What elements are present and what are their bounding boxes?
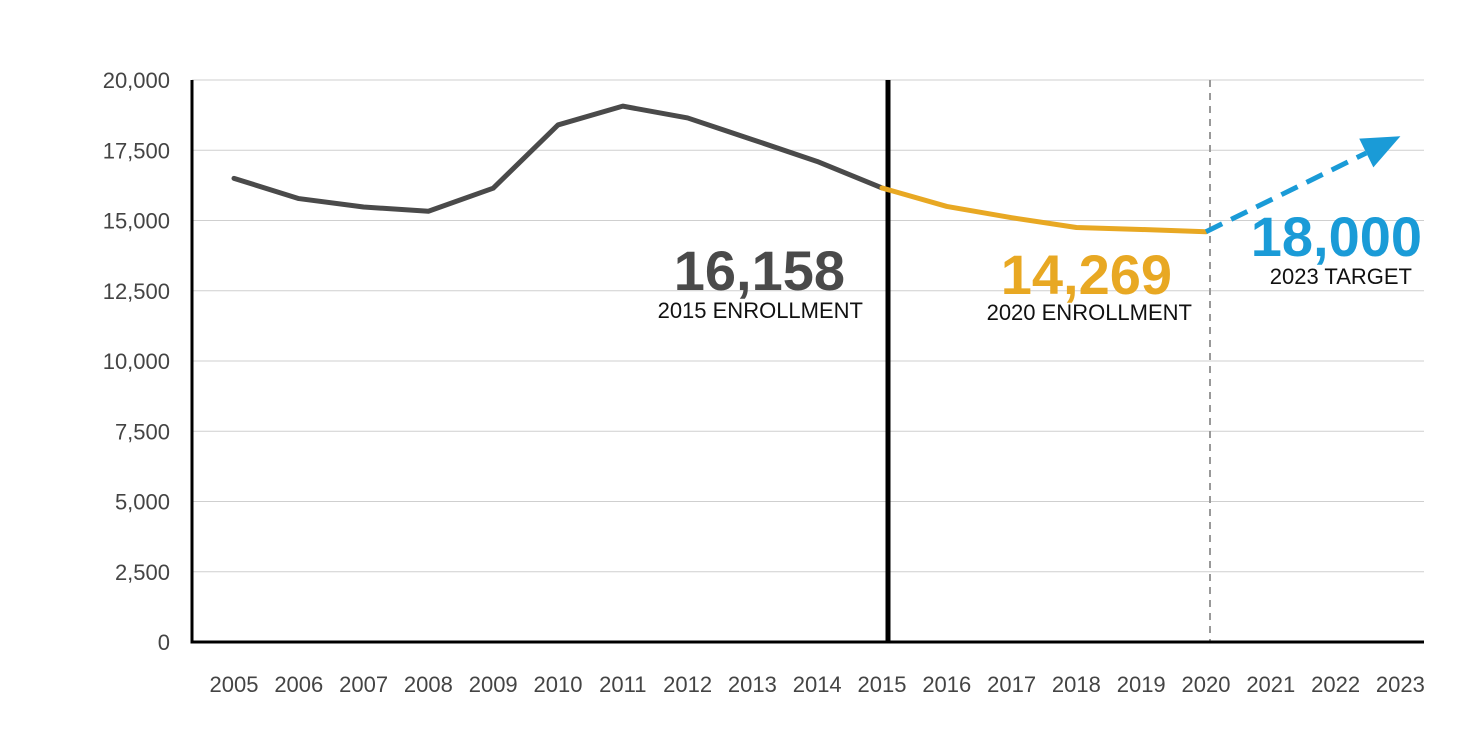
x-tick-label: 2020 [1182,672,1231,697]
x-tick-label: 2021 [1246,672,1295,697]
axes [190,80,1424,644]
y-tick-label: 20,000 [103,68,170,93]
x-tick-label: 2009 [469,672,518,697]
x-tick-label: 2007 [339,672,388,697]
y-tick-label: 0 [158,630,170,655]
x-tick-label: 2014 [793,672,842,697]
x-tick-label: 2013 [728,672,777,697]
series-line-recent [879,185,1209,235]
x-tick-label: 2022 [1311,672,1360,697]
annotation-2020-value: 14,269 [1001,243,1172,306]
y-tick-label: 2,500 [115,560,170,585]
y-tick-label: 15,000 [103,209,170,234]
x-tick-label: 2005 [210,672,259,697]
annotation-2015-label: 2015 ENROLLMENT [658,298,863,323]
y-tick-label: 10,000 [103,349,170,374]
year-markers [885,80,1211,642]
annotation-2015-value: 16,158 [674,239,845,302]
x-tick-label: 2010 [534,672,583,697]
x-tick-label: 2017 [987,672,1036,697]
x-tick-label: 2019 [1117,672,1166,697]
y-tick-label: 5,000 [115,490,170,515]
series-lines [231,103,1401,235]
series-projection-arrowhead [1359,136,1401,168]
x-tick-label: 2018 [1052,672,1101,697]
x-tick-label: 2016 [922,672,971,697]
annotations: 16,158 2015 ENROLLMENT 14,269 2020 ENROL… [658,205,1422,325]
annotation-2020-label: 2020 ENROLLMENT [987,300,1192,325]
x-tick-label: 2012 [663,672,712,697]
annotation-2023-value: 18,000 [1251,205,1422,268]
y-tick-label: 12,500 [103,279,170,304]
annotation-2023-label: 2023 TARGET [1270,264,1412,289]
x-tick-label: 2015 [858,672,907,697]
y-axis-ticks: 0 2,500 5,000 7,500 10,000 12,500 15,000 17,500… [103,68,170,655]
x-tick-label: 2011 [599,672,646,697]
y-tick-label: 17,500 [103,138,170,163]
x-tick-label: 2023 [1376,672,1425,697]
grid-lines [192,79,1424,573]
x-axis-ticks: 2005 2006 2007 2008 2009 2010 2011 2012 2013 2014… [210,672,1425,697]
x-tick-label: 2006 [274,672,323,697]
x-tick-label: 2008 [404,672,453,697]
series-line-historical [231,103,885,214]
series-projection-line [1204,150,1368,234]
y-tick-label: 7,500 [115,419,170,444]
